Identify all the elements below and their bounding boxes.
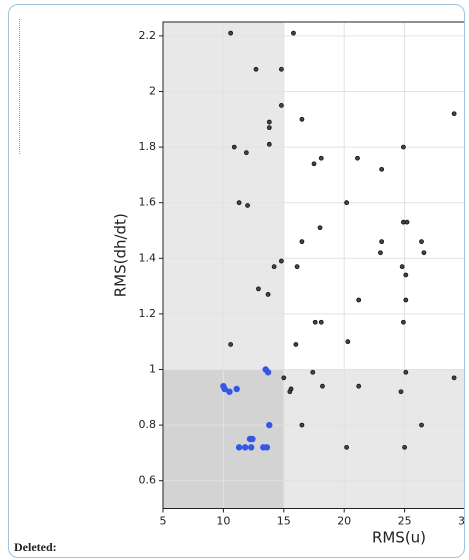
point xyxy=(293,342,299,347)
y-tick-label: 2 xyxy=(149,85,156,98)
point xyxy=(318,319,324,325)
point xyxy=(400,319,406,325)
point xyxy=(294,264,300,270)
margin-line xyxy=(9,19,20,154)
y-tick-label: 1.4 xyxy=(139,251,157,264)
x-tick-label: 20 xyxy=(337,515,351,528)
point xyxy=(228,30,234,36)
point xyxy=(231,144,237,150)
y-tick-label: 2.2 xyxy=(139,29,157,42)
point xyxy=(379,166,385,172)
point xyxy=(236,200,242,206)
point xyxy=(253,66,259,72)
x-tick-label: 15 xyxy=(277,515,291,528)
point xyxy=(256,286,261,292)
point xyxy=(266,125,272,131)
y-tick-label: 1.2 xyxy=(139,307,157,320)
point xyxy=(403,369,409,375)
point xyxy=(320,383,325,389)
point xyxy=(245,203,250,208)
point xyxy=(235,444,243,451)
point xyxy=(266,421,273,429)
point xyxy=(451,111,457,117)
x-tick-label: 30 xyxy=(458,515,464,528)
point xyxy=(318,155,324,161)
point xyxy=(378,250,383,256)
point xyxy=(287,389,293,395)
point xyxy=(310,369,316,375)
point xyxy=(299,422,305,428)
point xyxy=(379,239,385,245)
point xyxy=(403,297,409,303)
point xyxy=(281,375,287,381)
y-tick-label: 0.6 xyxy=(139,474,157,487)
point xyxy=(399,264,405,270)
point xyxy=(356,383,362,389)
point xyxy=(221,385,228,393)
x-tick-label: 5 xyxy=(160,515,167,528)
point xyxy=(312,319,318,325)
point xyxy=(263,444,271,451)
point xyxy=(299,116,305,122)
y-axis-label: RMS(dh/dt) xyxy=(112,213,130,297)
point xyxy=(345,339,351,345)
point xyxy=(299,239,305,245)
point xyxy=(226,388,233,395)
point xyxy=(404,219,410,225)
point xyxy=(264,369,272,376)
x-axis-label: RMS(u) xyxy=(372,529,426,547)
document-frame: 5 10 15 20 25 30 0.6 0.8 1 1.2 1.4 1.6 1.8 2 2.2 RMS(u)… xyxy=(8,4,465,558)
point xyxy=(311,161,317,167)
shade-y xyxy=(163,369,464,509)
point xyxy=(419,422,424,428)
deleted-label: Deleted: xyxy=(14,540,57,554)
point xyxy=(266,141,272,147)
point xyxy=(356,297,362,303)
point xyxy=(233,385,240,393)
y-tick-label: 1 xyxy=(149,363,156,376)
point xyxy=(398,389,404,395)
point xyxy=(228,342,234,347)
y-tick-label: 1.8 xyxy=(139,140,157,153)
point xyxy=(344,444,350,450)
plot-frame xyxy=(162,21,464,509)
point xyxy=(291,30,296,36)
point xyxy=(400,144,406,150)
point xyxy=(265,292,271,297)
chart: 5 10 15 20 25 30 0.6 0.8 1 1.2 1.4 1.6 1.8 2 2.2 RMS(u)… xyxy=(112,21,464,547)
point xyxy=(419,239,424,245)
point xyxy=(278,258,284,264)
point xyxy=(421,250,427,256)
point xyxy=(247,444,255,451)
point xyxy=(271,264,277,270)
y-tick-label: 1.6 xyxy=(139,196,157,209)
point xyxy=(249,435,256,443)
point xyxy=(278,66,284,72)
point xyxy=(278,103,284,108)
point xyxy=(317,225,323,231)
x-tick-label: 25 xyxy=(398,515,412,528)
point xyxy=(241,444,249,451)
x-tick-label: 10 xyxy=(216,515,230,528)
point xyxy=(402,444,408,450)
point xyxy=(344,200,350,206)
point xyxy=(266,119,272,125)
point xyxy=(451,375,457,381)
point xyxy=(243,150,249,156)
point xyxy=(403,272,409,278)
point xyxy=(355,155,360,161)
y-tick-label: 0.8 xyxy=(139,418,157,431)
